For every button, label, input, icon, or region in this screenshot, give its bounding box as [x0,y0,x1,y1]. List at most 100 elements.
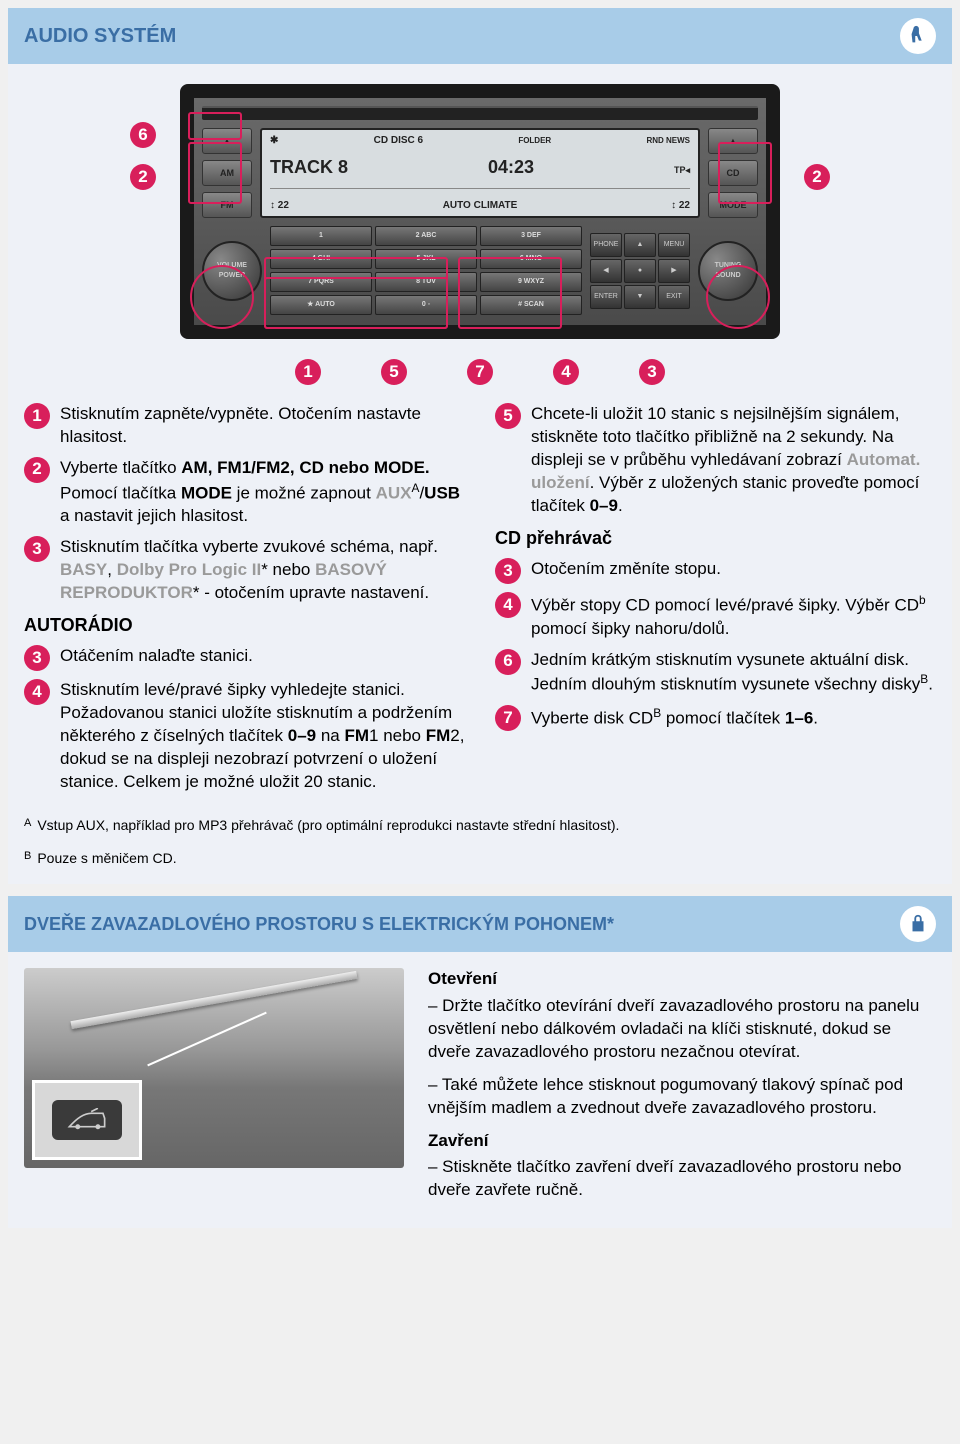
callout-6: 6 [130,122,156,148]
item-text: Vyberte tlačítko AM, FM1/FM2, CD nebo MO… [60,457,465,528]
instruction-item: 1 Stisknutím zapněte/vypněte. Otočením na… [24,403,465,449]
nav-down[interactable]: ▼ [624,285,656,309]
radio-illustration: 6 2 2 ▲ AM FM ✱ [24,64,936,349]
key-7[interactable]: 7 PQRS [270,272,372,292]
item-text: Stisknutím tlačítka vyberte zvukové sché… [60,536,465,605]
item-bullet-7: 7 [495,705,521,731]
item-bullet-3: 3 [24,645,50,671]
volume-label: VOLUME [217,262,247,269]
tailgate-illustration [24,968,404,1168]
instruction-item: 4Stisknutím levé/pravé šipky vyhledejte … [24,679,465,794]
autoradio-heading: AUTORÁDIO [24,613,465,637]
item-bullet-4: 4 [495,592,521,618]
item-bullet-6: 6 [495,649,521,675]
nav-exit[interactable]: EXIT [658,285,690,309]
radio-unit: ▲ AM FM ✱ CD DISC 6 FOLDER RND NEWS [180,84,780,339]
am-button[interactable]: AM [202,160,252,186]
volume-knob[interactable]: VOLUME POWER [202,241,262,301]
nav-left[interactable]: ◀ [590,259,622,283]
seat-icon [900,18,936,54]
left-button-column: ▲ AM FM [202,128,252,218]
instruction-item: 5 Chcete-li uložit 10 stanic s nejsilnějš… [495,403,936,518]
key-5[interactable]: 5 JKL [375,249,477,269]
instruction-columns: 1 Stisknutím zapněte/vypněte. Otočením na… [24,403,936,802]
item-text: Chcete-li uložit 10 stanic s nejsilnější… [531,403,936,518]
tailgate-lid [71,971,358,1029]
section2-header: DVEŘE ZAVAZADLOVÉHO PROSTORU S ELEKTRICK… [8,896,952,952]
tailgate-button-icon [52,1100,122,1140]
section1-header: AUDIO SYSTÉM [8,8,952,64]
open-heading: Otevření [428,968,936,991]
fm-button[interactable]: FM [202,192,252,218]
mode-button[interactable]: MODE [708,192,758,218]
instruction-item: 3 Otáčením nalaďte stanici. [24,645,465,671]
tuning-knob[interactable]: TUNING SOUND [698,241,758,301]
key-4[interactable]: 4 GHI [270,249,372,269]
nav-up[interactable]: ▲ [624,233,656,257]
section1-content: 6 2 2 ▲ AM FM ✱ [8,64,952,884]
eject-left-button[interactable]: ▲ [202,128,252,154]
key-scan[interactable]: # SCAN [480,295,582,315]
cd-heading: CD přehrávač [495,526,936,550]
item-text: Jedním krátkým stisknutím vysunete aktuá… [531,649,936,698]
nav-right[interactable]: ▶ [658,259,690,283]
close-heading: Zavření [428,1130,936,1153]
key-8[interactable]: 8 TUV [375,272,477,292]
lcd-line1-right: RND NEWS [646,136,690,147]
section1-title: AUDIO SYSTÉM [24,23,176,50]
instruction-item: 7 Vyberte disk CDB pomocí tlačítek 1–6. [495,705,936,731]
open-text-1: – Držte tlačítko otevírání dveří zavazad… [428,995,936,1064]
bt-icon: ✱ [270,134,278,148]
item-bullet-1: 1 [24,403,50,429]
item-bullet-3: 3 [24,536,50,562]
key-3[interactable]: 3 DEF [480,226,582,246]
footnote: AVstup AUX, například pro MP3 přehrávač … [24,816,936,835]
close-text-1: – Stiskněte tlačítko zavření dveří zavaz… [428,1156,936,1202]
lcd-tp: TP◂ [674,164,690,176]
lcd-temp-left: ↕ 22 [270,199,289,213]
item-text: Otáčením nalaďte stanici. [60,645,465,671]
item-text: Vyberte disk CDB pomocí tlačítek 1–6. [531,705,936,731]
left-column: 1 Stisknutím zapněte/vypněte. Otočením na… [24,403,465,802]
callout-2-left: 2 [130,164,156,190]
item-text: Stisknutím zapněte/vypněte. Otočením nas… [60,403,465,449]
right-column: 5 Chcete-li uložit 10 stanic s nejsilnějš… [495,403,936,802]
nav-enter[interactable]: ENTER [590,285,622,309]
tuning-label: TUNING [715,262,742,269]
key-1[interactable]: 1 [270,226,372,246]
lcd-line1-mid: FOLDER [518,136,551,147]
key-6[interactable]: 6 MNO [480,249,582,269]
item-text: Stisknutím levé/pravé šipky vyhledejte s… [60,679,465,794]
power-label: POWER [219,272,245,279]
navigation-pad: PHONE ▲ MENU ◀ ● ▶ ENTER ▼ EXIT [590,233,690,309]
instruction-item: 2Vyberte tlačítko AM, FM1/FM2, CD nebo M… [24,457,465,528]
section2-title: DVEŘE ZAVAZADLOVÉHO PROSTORU S ELEKTRICK… [24,912,614,936]
cd-button[interactable]: CD [708,160,758,186]
callout-b-7: 7 [467,359,493,385]
section2-text: Otevření – Držte tlačítko otevírání dveř… [428,968,936,1212]
button-inset [32,1080,142,1160]
lcd-time: 04:23 [488,155,534,179]
instruction-item: 6 Jedním krátkým stisknutím vysunete aktu… [495,649,936,698]
sound-label: SOUND [715,272,740,279]
callout-line [147,1012,267,1067]
nav-ok[interactable]: ● [624,259,656,283]
right-button-column: ▲ CD MODE [708,128,758,218]
item-text: Otočením změníte stopu. [531,558,936,584]
callout-b-5: 5 [381,359,407,385]
nav-menu[interactable]: MENU [658,233,690,257]
nav-phone[interactable]: PHONE [590,233,622,257]
instruction-item: 4Výběr stopy CD pomocí levé/pravé šipky.… [495,592,936,641]
eject-right-button[interactable]: ▲ [708,128,758,154]
instruction-item: 3Otočením změníte stopu. [495,558,936,584]
key-9[interactable]: 9 WXYZ [480,272,582,292]
open-text-2: – Také můžete lehce stisknout pogumovaný… [428,1074,936,1120]
key-auto[interactable]: ★ AUTO [270,295,372,315]
item-bullet-5: 5 [495,403,521,429]
key-2[interactable]: 2 ABC [375,226,477,246]
key-0[interactable]: 0 ◦ [375,295,477,315]
lcd-track: TRACK 8 [270,155,348,179]
bottom-callouts: 1 5 7 4 3 [24,359,936,385]
instruction-item: 3 Stisknutím tlačítka vyberte zvukové sch… [24,536,465,605]
cd-slot [202,106,758,120]
